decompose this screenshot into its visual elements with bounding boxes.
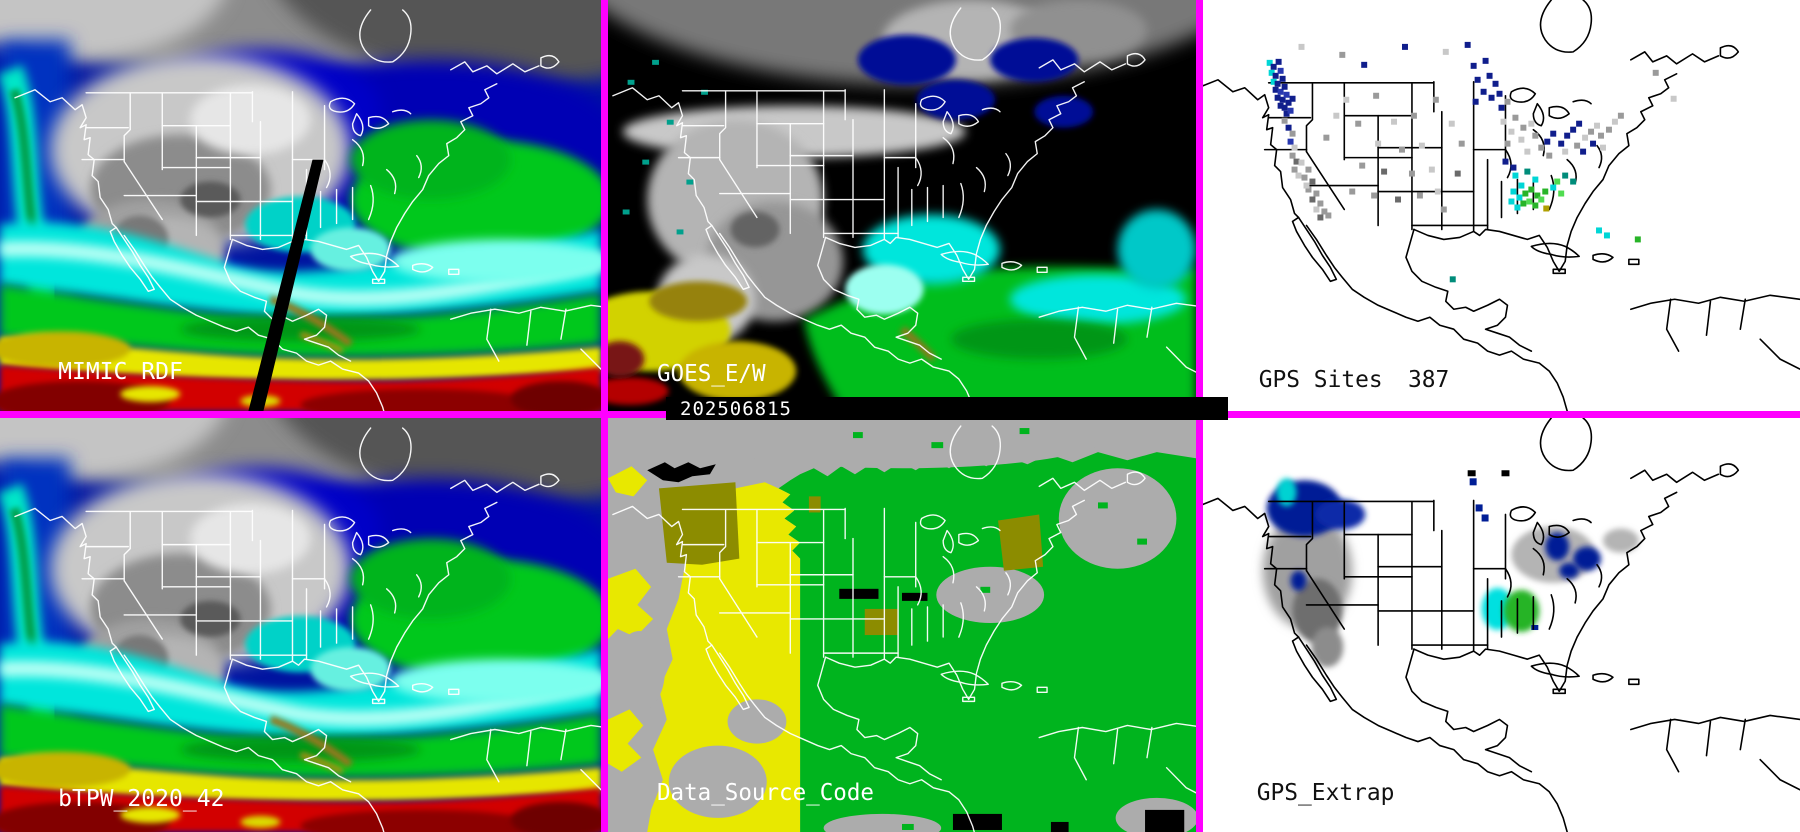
panel-gps-extrap: GPS_Extrap xyxy=(1203,418,1800,832)
data-source-imagery: Data_Source_Code xyxy=(608,418,1196,832)
missing-data-swath xyxy=(248,159,324,411)
timestamp-text: 202506815 xyxy=(680,397,792,420)
goes-ew-imagery: GOES_E/W xyxy=(608,0,1196,411)
blended-region-wa xyxy=(658,482,740,565)
timestamp-bar: 202506815 xyxy=(666,397,1228,420)
panel-label-mimic: MIMIC RDF xyxy=(58,359,183,385)
panel-goes-ew: GOES_E/W xyxy=(608,0,1196,411)
teal-speckles xyxy=(622,59,708,235)
panel-mimic-rdf: MIMIC RDF xyxy=(0,0,601,411)
panel-label-gps-extrap: GPS_Extrap xyxy=(1257,780,1395,806)
gps-site-markers xyxy=(1266,41,1677,283)
panel-gps-sites: GPS Sites 387 xyxy=(1203,0,1800,411)
panel-btpw: bTPW_2020_42 xyxy=(0,418,601,832)
blended-region-ne xyxy=(998,514,1044,571)
panel-label-data-source: Data_Source_Code xyxy=(657,780,874,806)
panel-data-source-code: Data_Source_Code xyxy=(608,418,1196,832)
goes-west-region xyxy=(608,482,801,832)
gps-sites-count: 387 xyxy=(1408,367,1449,393)
gps-extrap-map: GPS_Extrap xyxy=(1203,418,1800,832)
mimic-rdf-imagery: MIMIC RDF xyxy=(0,0,601,411)
panel-label-btpw: bTPW_2020_42 xyxy=(58,786,224,812)
btpw-imagery: bTPW_2020_42 xyxy=(0,418,601,832)
extrap-spot-markers xyxy=(1469,478,1539,631)
panel-label-gps-sites: GPS Sites xyxy=(1259,367,1383,393)
panel-label-goes: GOES_E/W xyxy=(657,361,766,387)
gps-sites-map: GPS Sites 387 xyxy=(1203,0,1800,411)
